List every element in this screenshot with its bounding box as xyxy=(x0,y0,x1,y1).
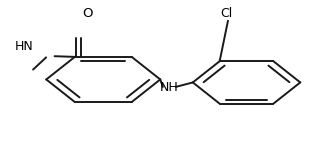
Text: Cl: Cl xyxy=(220,7,232,20)
Text: O: O xyxy=(83,7,93,20)
Text: NH: NH xyxy=(160,81,179,94)
Text: HN: HN xyxy=(15,39,33,52)
